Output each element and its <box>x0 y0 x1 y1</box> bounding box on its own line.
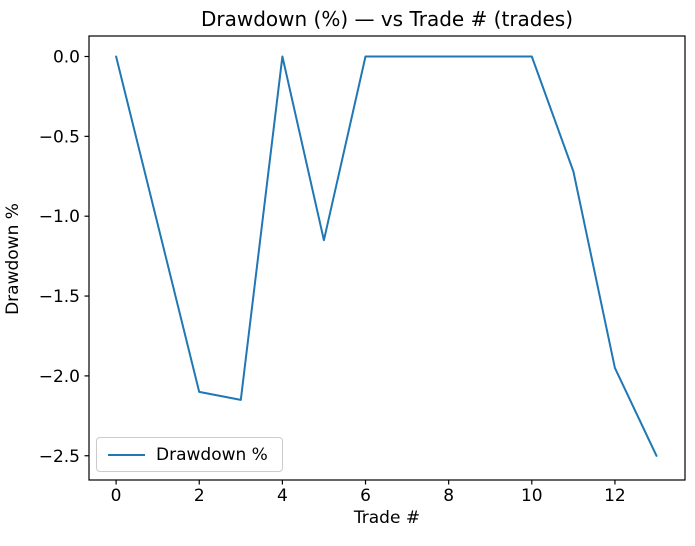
x-tick-label: 8 <box>443 486 454 506</box>
x-tick-label: 4 <box>277 486 288 506</box>
x-tick-label: 6 <box>360 486 371 506</box>
y-axis-label: Drawdown % <box>3 203 23 315</box>
legend: Drawdown % <box>96 437 283 472</box>
legend-label: Drawdown % <box>156 444 268 465</box>
x-tick-label: 2 <box>194 486 205 506</box>
y-tick-label: 0.0 <box>53 48 80 68</box>
axes-frame <box>88 35 686 481</box>
y-tick-label: −2.0 <box>39 367 80 387</box>
y-tick-label: −2.5 <box>39 447 80 467</box>
x-axis-label: Trade # <box>353 508 421 528</box>
series-line <box>115 55 658 457</box>
x-tick-label: 10 <box>521 486 543 506</box>
legend-line-sample <box>108 453 145 456</box>
y-tick-label: −0.5 <box>39 127 80 147</box>
x-tick-label: 0 <box>111 486 122 506</box>
y-tick-label: −1.5 <box>39 287 80 307</box>
x-tick-label: 12 <box>604 486 626 506</box>
y-tick-label: −1.0 <box>39 207 80 227</box>
chart-title: Drawdown (%) — vs Trade # (trades) <box>200 7 574 31</box>
